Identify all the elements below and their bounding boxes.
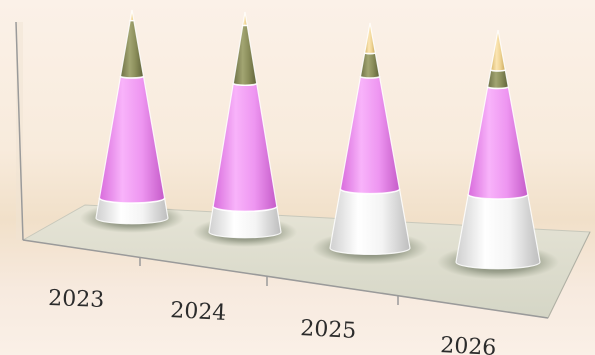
cone-segment-pink: [467, 85, 529, 200]
cone-2024: [192, 11, 298, 247]
category-label-2024: 2024: [170, 298, 227, 326]
cone-segment-white: [329, 188, 411, 255]
cone-segment-pink: [98, 75, 166, 204]
category-axis: [22, 239, 549, 319]
value-axis: [15, 21, 24, 241]
category-label-2025: 2025: [300, 316, 357, 344]
cone-segment-olive: [487, 69, 509, 89]
cone-segment-olive: [359, 52, 381, 79]
cone-2026: [437, 29, 559, 280]
cone-segment-tan: [490, 29, 506, 72]
cone-segment-tan: [242, 11, 248, 26]
cone-segment-pink: [339, 75, 401, 195]
category-label-2026: 2026: [440, 333, 497, 355]
depth-axis: [547, 231, 591, 319]
cone-segment-tan: [129, 9, 135, 22]
cone-segment-olive: [119, 19, 145, 79]
cones-layer: [79, 9, 559, 280]
cone-segment-olive: [232, 24, 258, 86]
category-label-2023: 2023: [48, 286, 105, 313]
cone-segment-tan: [364, 22, 376, 55]
category-labels: 2023 2024 2025 2026: [48, 286, 497, 355]
cone-segment-pink: [212, 82, 278, 212]
cone-segment-white: [455, 193, 541, 270]
cone-2023: [79, 9, 185, 233]
cone-2025: [312, 22, 428, 265]
